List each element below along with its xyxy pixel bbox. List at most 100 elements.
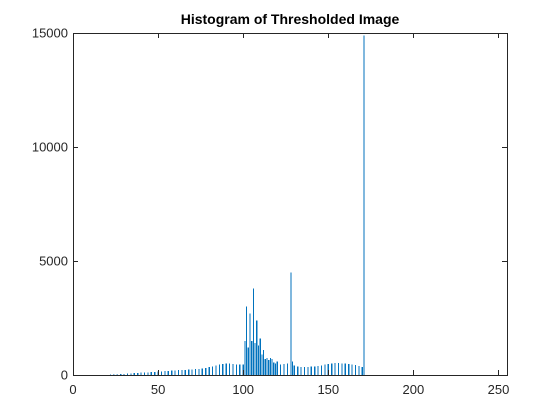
histogram-bar (331, 363, 333, 375)
y-tick-label: 15000 (32, 26, 68, 41)
histogram-bar (160, 371, 163, 375)
histogram-bar (164, 371, 166, 375)
histogram-bar (116, 374, 118, 375)
histogram-bar (147, 372, 149, 375)
histogram-bar (205, 367, 207, 375)
histogram-bar (211, 366, 214, 375)
x-tick-label: 0 (69, 382, 76, 397)
y-tick-label: 5000 (39, 254, 68, 269)
histogram-bar (235, 364, 237, 375)
x-tick-label: 150 (317, 382, 339, 397)
histogram-bar (354, 365, 357, 375)
histogram-bar (239, 364, 241, 375)
axes-box (73, 33, 508, 376)
histogram-bar (201, 368, 203, 375)
histogram-bar (327, 364, 329, 375)
histogram-bar (290, 272, 292, 375)
histogram-bar (314, 366, 316, 375)
histogram-bar (274, 363, 277, 375)
histogram-bar (358, 365, 360, 375)
histogram-bar (140, 372, 142, 375)
histogram-bar (324, 364, 326, 375)
histogram-bar (303, 367, 306, 375)
histogram-bar (266, 357, 268, 375)
histogram-bar (268, 360, 270, 375)
histogram-bar (263, 349, 265, 375)
axes-layer: 0 50 100 150 200 250 0 5000 10000 15000 (32, 26, 509, 398)
histogram-bar (167, 370, 169, 375)
histogram-bar (361, 367, 363, 375)
histogram-bar (109, 374, 112, 376)
histogram-bar (120, 374, 122, 375)
histogram-bar (130, 373, 132, 375)
histogram-bar (188, 369, 190, 375)
histogram-bar (143, 372, 146, 375)
histogram-bar (242, 364, 244, 375)
histogram-bar (228, 363, 231, 375)
histogram-bar (171, 370, 173, 375)
histogram-bar (133, 373, 135, 375)
x-tick-label: 250 (488, 382, 510, 397)
histogram-bar (150, 372, 152, 375)
histogram-bar (256, 320, 258, 375)
histogram-bar (126, 373, 129, 375)
histogram-bar (191, 369, 193, 375)
histogram-bar (181, 369, 183, 375)
histogram-bar (215, 365, 217, 375)
histogram-bar (273, 362, 275, 375)
histogram-bar (300, 366, 302, 375)
histogram-bar (247, 347, 249, 375)
histogram-bar (244, 340, 246, 375)
histogram-bar (271, 359, 273, 375)
histogram-bar (257, 345, 260, 375)
histogram-bar (208, 367, 210, 375)
histogram-bar (286, 363, 289, 375)
histogram-bar (261, 354, 263, 375)
histogram-bar (317, 365, 319, 375)
histogram-bar (297, 366, 299, 375)
y-tick-label: 0 (61, 368, 68, 383)
histogram-bar (310, 366, 312, 375)
histogram-bar (249, 313, 251, 375)
histogram-bar (154, 371, 156, 375)
histogram-bar (264, 359, 266, 375)
bars-layer (109, 35, 365, 376)
histogram-bar (252, 288, 255, 375)
histogram-bar (174, 370, 176, 375)
x-tick-label: 100 (232, 382, 254, 397)
y-tick-label: 10000 (32, 140, 68, 155)
histogram-bar (280, 364, 282, 375)
histogram-bar (269, 357, 272, 375)
histogram-bar (337, 363, 340, 375)
x-tick-label: 50 (151, 382, 165, 397)
x-tick-label: 200 (403, 382, 425, 397)
histogram-bar (222, 364, 224, 375)
histogram-bar (341, 363, 343, 375)
histogram-bar (232, 363, 234, 375)
histogram-bar (254, 343, 256, 375)
histogram-bar (198, 368, 200, 375)
histogram-bar (276, 361, 278, 375)
histogram-bar (293, 365, 295, 375)
histogram-bar (348, 364, 350, 375)
histogram-bar (320, 365, 323, 375)
histogram-bar (137, 372, 139, 375)
histogram-bar (363, 35, 365, 375)
chart-title: Histogram of Thresholded Image (181, 11, 400, 27)
histogram-bar (218, 364, 220, 375)
histogram-bar (246, 306, 248, 375)
histogram-bar (259, 338, 261, 375)
histogram-bar (334, 363, 336, 375)
histogram-bar (291, 361, 294, 375)
histogram-bar (307, 367, 309, 375)
histogram-bar (123, 373, 125, 375)
histogram-bar (251, 340, 253, 375)
histogram-bar (113, 374, 115, 375)
histogram-bar (225, 363, 227, 375)
histogram-bar (194, 369, 197, 375)
histogram-bar (184, 369, 186, 375)
histogram-bar (177, 370, 180, 375)
histogram-bar (283, 364, 285, 375)
